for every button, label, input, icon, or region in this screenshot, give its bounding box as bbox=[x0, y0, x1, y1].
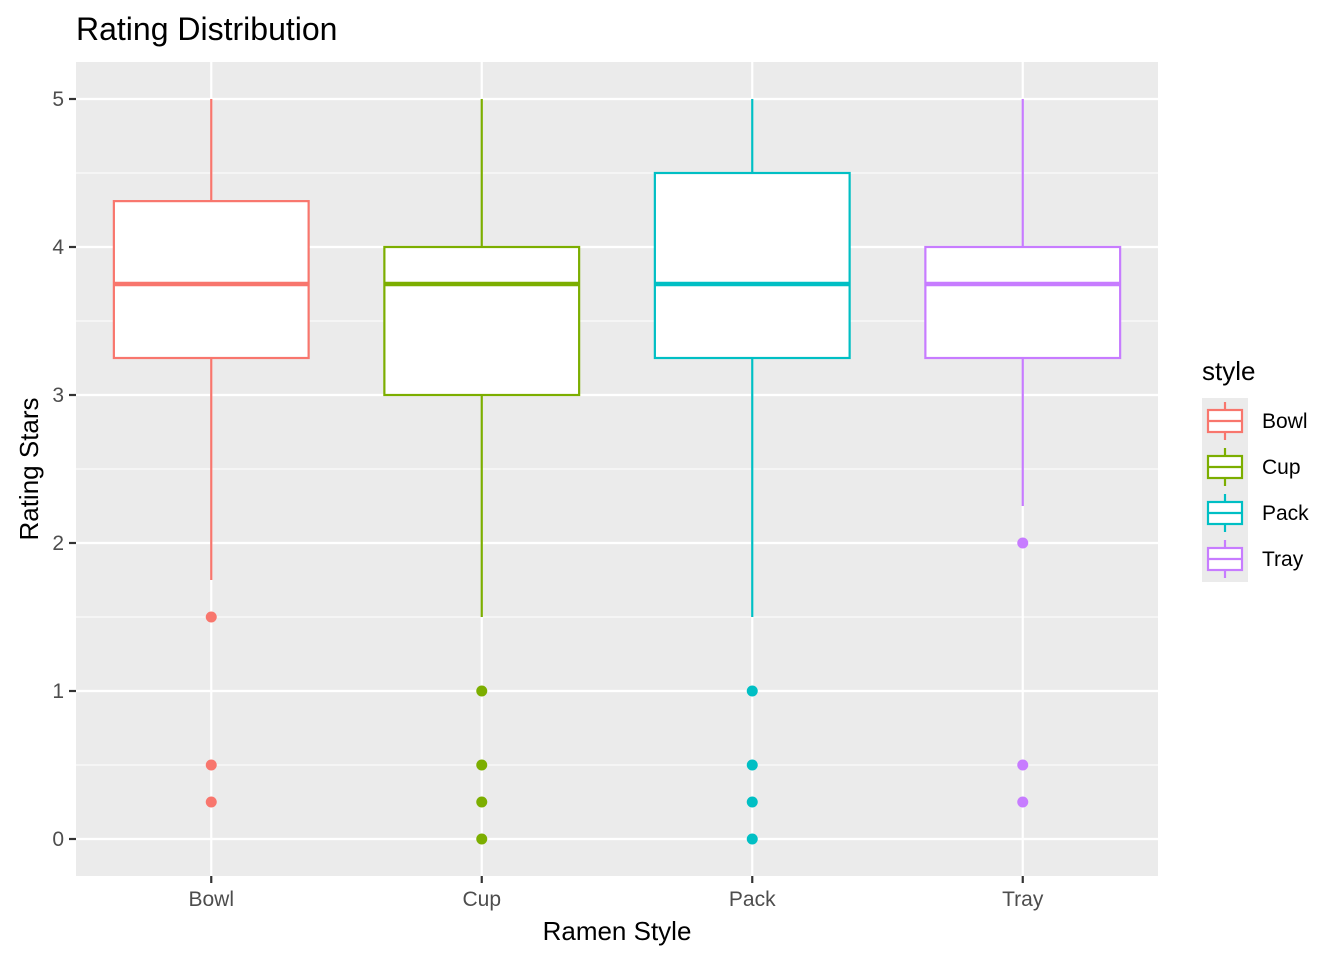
legend-item-cup: Cup bbox=[1206, 448, 1301, 486]
legend-item-bowl: Bowl bbox=[1206, 402, 1308, 440]
box-iqr bbox=[653, 171, 851, 360]
outlier-point bbox=[476, 685, 488, 697]
outlier-point bbox=[746, 759, 758, 771]
y-tick-label: 0 bbox=[52, 828, 64, 851]
outlier-point bbox=[1017, 759, 1029, 771]
legend-label: Pack bbox=[1262, 502, 1309, 525]
y-tick-label: 5 bbox=[52, 88, 64, 111]
outlier-point bbox=[476, 796, 488, 808]
y-tick-label: 2 bbox=[52, 532, 64, 555]
legend-item-pack: Pack bbox=[1206, 494, 1309, 532]
outlier-point bbox=[746, 685, 758, 697]
box-bowl bbox=[112, 99, 310, 808]
legend-item-tray: Tray bbox=[1206, 540, 1304, 578]
x-axis: Bowl Cup Pack Tray bbox=[188, 876, 1044, 911]
outlier-point bbox=[476, 833, 488, 845]
outlier-point bbox=[1017, 537, 1029, 549]
outlier-point bbox=[205, 796, 217, 808]
y-tick-label: 3 bbox=[52, 384, 64, 407]
legend-label: Tray bbox=[1262, 548, 1304, 571]
legend-label: Bowl bbox=[1262, 410, 1308, 433]
x-tick-label: Cup bbox=[462, 888, 501, 911]
legend: style Bowl Cup Pack Tray bbox=[1202, 356, 1309, 582]
y-tick-label: 4 bbox=[52, 236, 64, 259]
box-iqr bbox=[383, 245, 581, 397]
box-cup bbox=[383, 99, 581, 845]
chart-title: Rating Distribution bbox=[76, 11, 337, 47]
x-axis-title: Ramen Style bbox=[543, 916, 692, 946]
box-iqr bbox=[112, 200, 310, 360]
x-tick-label: Bowl bbox=[188, 888, 234, 911]
y-tick-label: 1 bbox=[52, 680, 64, 703]
box-tray bbox=[924, 99, 1122, 808]
legend-label: Cup bbox=[1262, 456, 1301, 479]
y-axis: 0 1 2 3 4 5 bbox=[52, 88, 76, 851]
legend-title: style bbox=[1202, 356, 1255, 386]
outlier-point bbox=[1017, 796, 1029, 808]
x-tick-label: Tray bbox=[1002, 888, 1044, 911]
y-axis-title: Rating Stars bbox=[14, 397, 44, 540]
outlier-point bbox=[746, 833, 758, 845]
box-iqr bbox=[924, 245, 1122, 360]
x-tick-label: Pack bbox=[729, 888, 776, 911]
box-pack bbox=[653, 99, 851, 845]
outlier-point bbox=[205, 611, 217, 623]
box-series bbox=[112, 99, 1122, 845]
outlier-point bbox=[746, 796, 758, 808]
outlier-point bbox=[205, 759, 217, 771]
outlier-point bbox=[476, 759, 488, 771]
